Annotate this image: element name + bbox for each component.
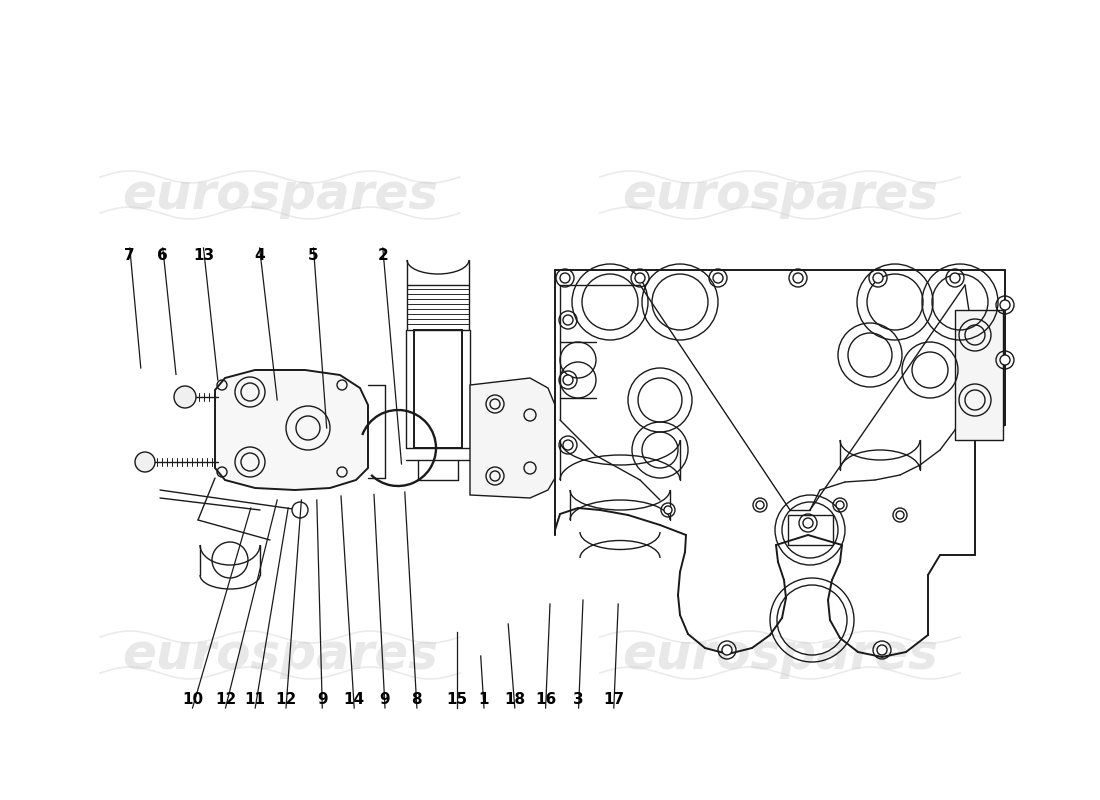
Text: 15: 15 xyxy=(446,693,468,707)
Polygon shape xyxy=(470,378,556,498)
Text: 13: 13 xyxy=(192,249,215,263)
Text: eurospares: eurospares xyxy=(621,631,938,679)
Text: 1: 1 xyxy=(478,693,490,707)
Polygon shape xyxy=(214,370,368,490)
Circle shape xyxy=(174,386,196,408)
Circle shape xyxy=(635,273,645,283)
Bar xyxy=(788,515,833,545)
Circle shape xyxy=(793,273,803,283)
Circle shape xyxy=(722,645,732,655)
Circle shape xyxy=(135,452,155,472)
Text: 9: 9 xyxy=(317,693,328,707)
Bar xyxy=(414,330,462,448)
Text: 17: 17 xyxy=(603,693,625,707)
Text: 3: 3 xyxy=(573,693,584,707)
Circle shape xyxy=(1000,300,1010,310)
Circle shape xyxy=(873,273,883,283)
Circle shape xyxy=(756,501,764,509)
Circle shape xyxy=(713,273,723,283)
Circle shape xyxy=(560,273,570,283)
Text: 18: 18 xyxy=(504,693,526,707)
Text: 16: 16 xyxy=(535,693,557,707)
Bar xyxy=(955,310,1003,440)
Text: 2: 2 xyxy=(377,249,388,263)
Bar xyxy=(407,285,469,330)
Circle shape xyxy=(563,375,573,385)
Text: 6: 6 xyxy=(157,249,168,263)
Circle shape xyxy=(877,645,887,655)
Circle shape xyxy=(836,501,844,509)
Circle shape xyxy=(1000,355,1010,365)
Circle shape xyxy=(292,502,308,518)
Text: 9: 9 xyxy=(379,693,390,707)
Circle shape xyxy=(950,273,960,283)
Text: 12: 12 xyxy=(214,693,236,707)
Circle shape xyxy=(563,315,573,325)
Text: 12: 12 xyxy=(275,693,297,707)
Text: eurospares: eurospares xyxy=(122,171,438,219)
Text: 8: 8 xyxy=(411,693,422,707)
Circle shape xyxy=(664,506,672,514)
Text: 14: 14 xyxy=(343,693,365,707)
Circle shape xyxy=(803,518,813,528)
Text: eurospares: eurospares xyxy=(122,631,438,679)
Text: 5: 5 xyxy=(308,249,319,263)
Text: 7: 7 xyxy=(124,249,135,263)
Text: eurospares: eurospares xyxy=(621,171,938,219)
Circle shape xyxy=(896,511,904,519)
Text: 10: 10 xyxy=(182,693,204,707)
Circle shape xyxy=(563,440,573,450)
Text: 11: 11 xyxy=(244,693,266,707)
Text: 4: 4 xyxy=(254,249,265,263)
